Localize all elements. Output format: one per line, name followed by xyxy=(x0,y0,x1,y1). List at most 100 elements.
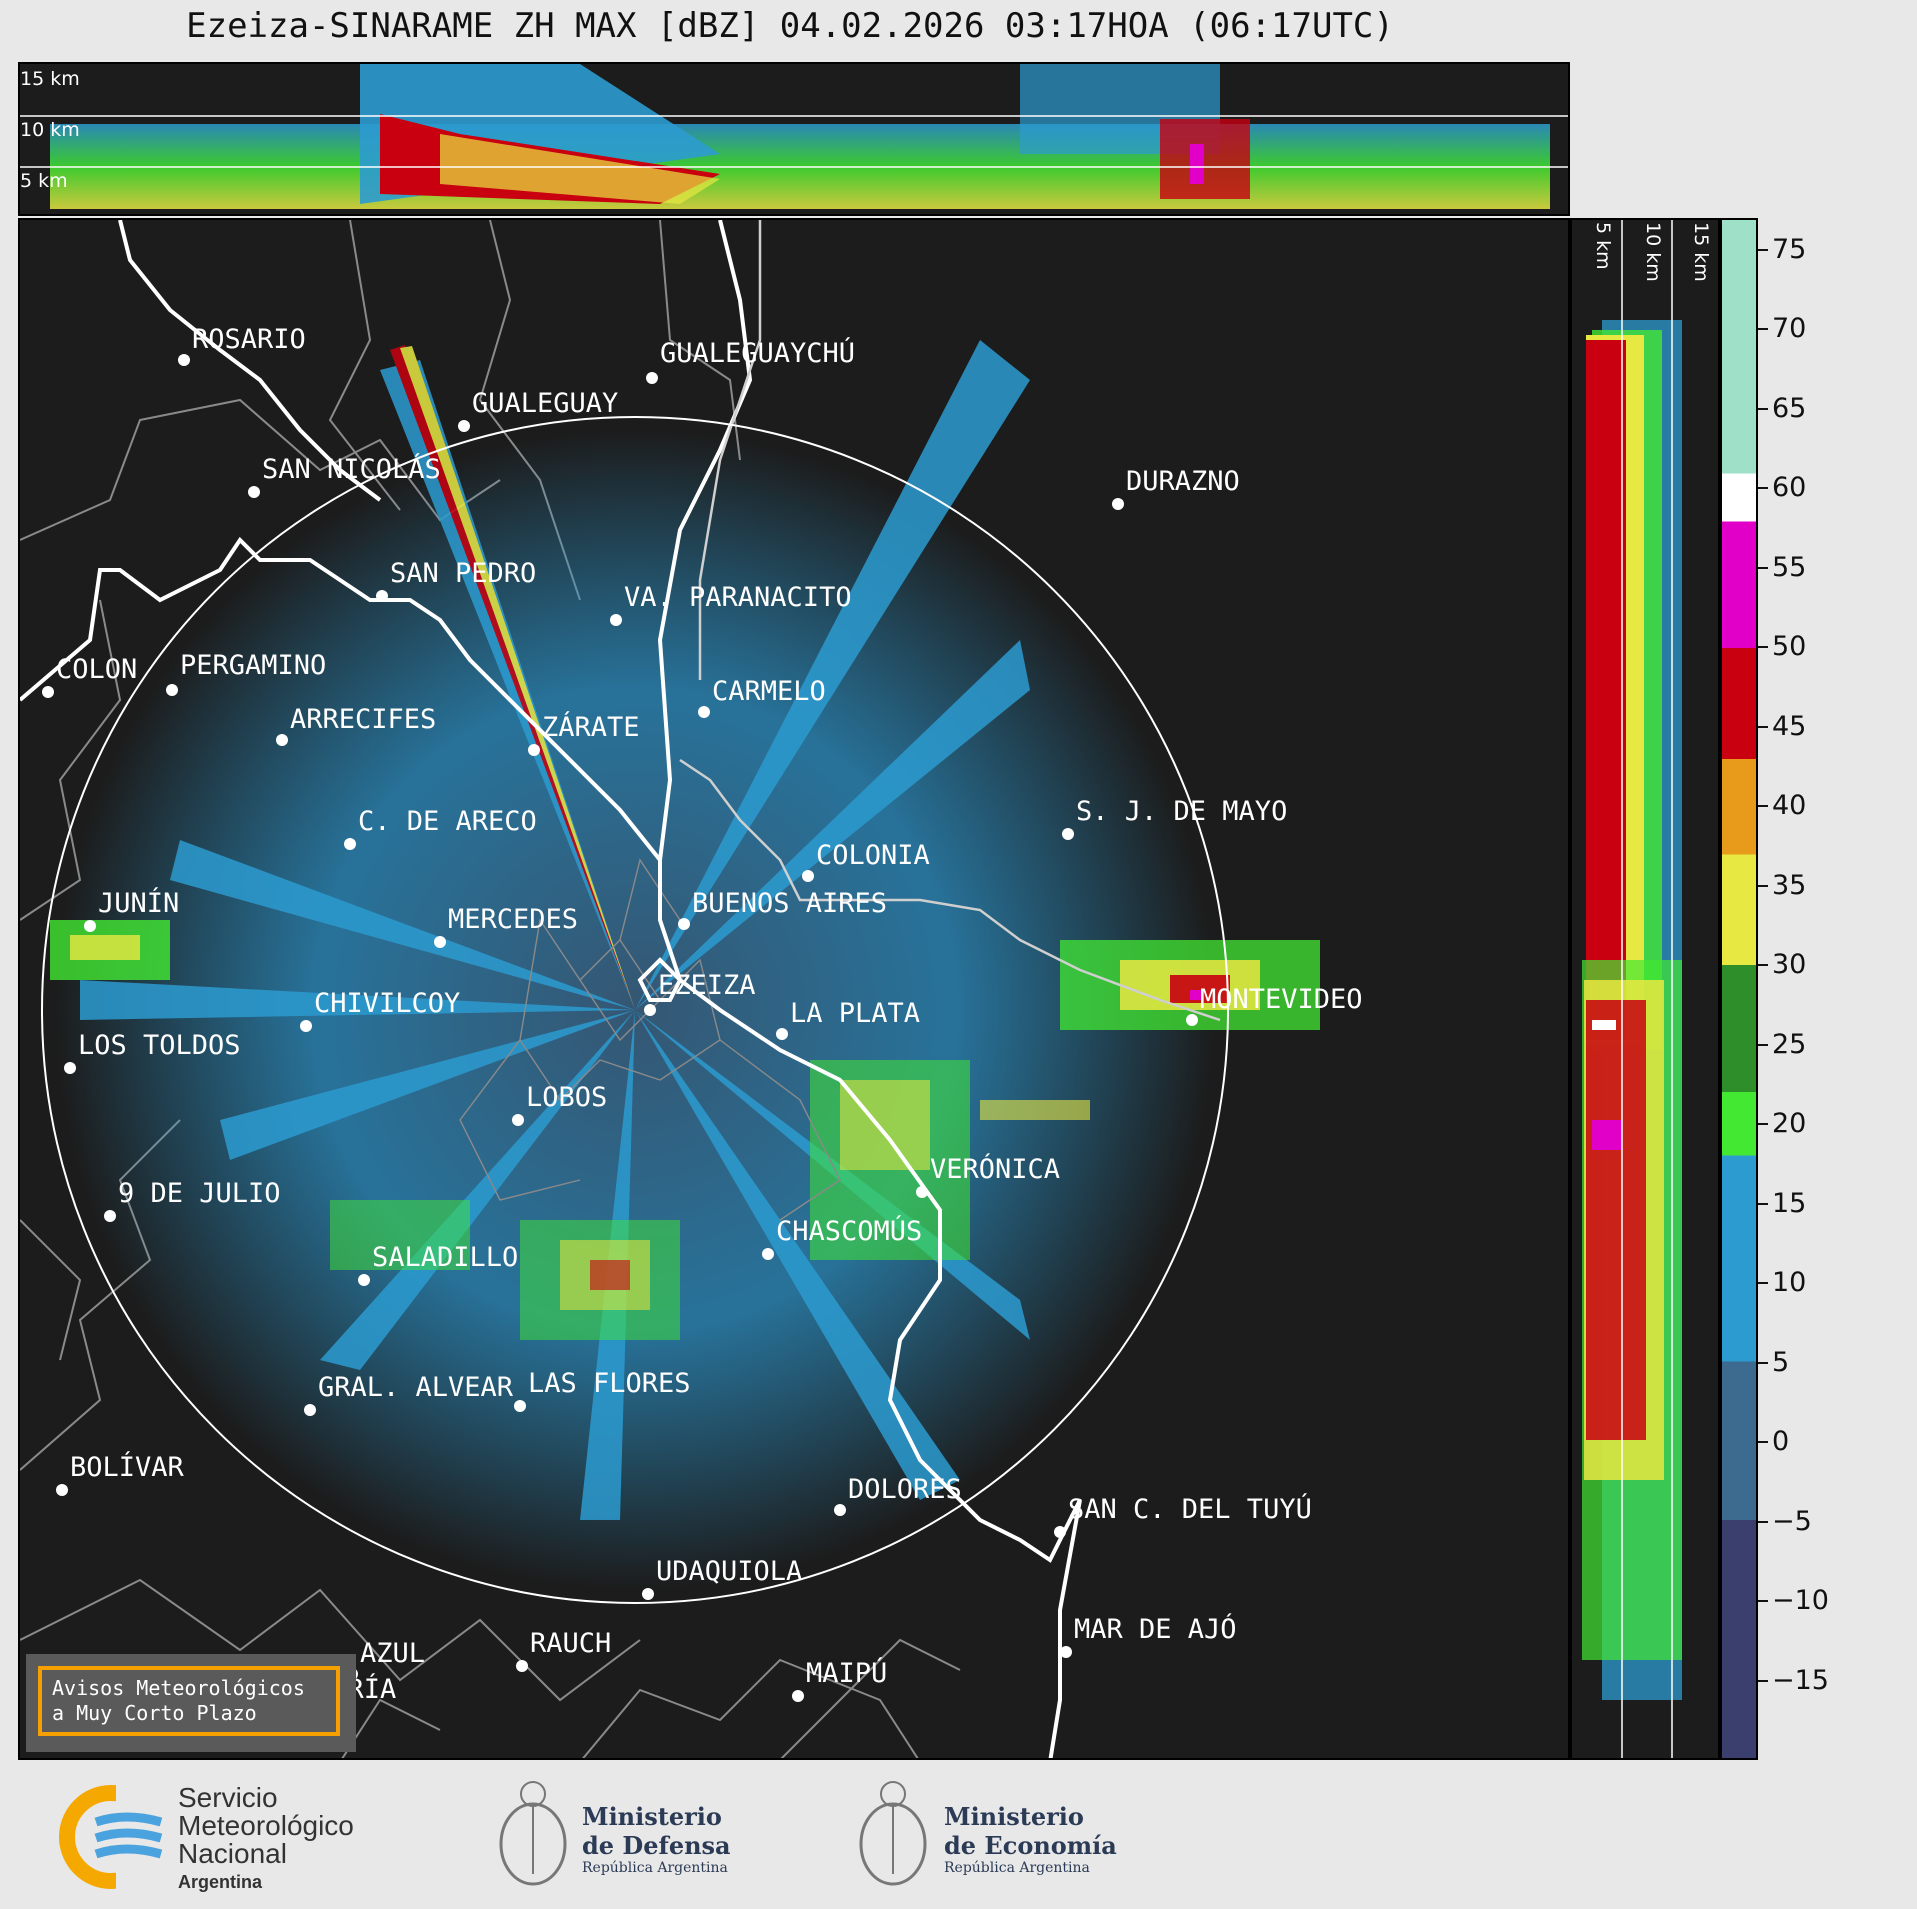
city-label: SAN PEDRO xyxy=(390,558,537,589)
colorbar-tick xyxy=(1758,248,1768,251)
defensa-seal-icon xyxy=(499,1781,567,1886)
city-label: EZEIZA xyxy=(658,970,756,1001)
smn-text-4: Argentina xyxy=(178,1872,263,1892)
city-label: VERÓNICA xyxy=(930,1154,1061,1185)
top-cross-section-panel: 15 km 10 km 5 km xyxy=(18,62,1570,216)
colorbar-tick xyxy=(1758,487,1768,490)
colorbar-tick xyxy=(1758,1520,1768,1523)
city-label: S. J. DE MAYO xyxy=(1076,796,1288,827)
side-km-label: 10 km xyxy=(1642,222,1664,282)
city-label: LA PLATA xyxy=(790,998,921,1029)
city-label: CARMELO xyxy=(712,676,826,707)
colorbar-tick xyxy=(1758,805,1768,808)
colorbar-tick-label: −10 xyxy=(1772,1585,1829,1617)
city-label: GUALEGUAY xyxy=(472,388,619,419)
colorbar-tick-label: 15 xyxy=(1772,1187,1807,1219)
footer: Servicio Meteorológico Nacional Argentin… xyxy=(0,1762,1917,1909)
city-label: GUALEGUAYCHÚ xyxy=(660,338,856,369)
colorbar-tick-label: 0 xyxy=(1772,1426,1790,1458)
economia-text-2: de Economía xyxy=(944,1831,1117,1860)
colorbar-tick xyxy=(1758,884,1768,887)
city-label: GRAL. ALVEAR xyxy=(318,1372,514,1403)
colorbar-tick-label: 70 xyxy=(1772,313,1807,345)
chart-title: Ezeiza-SINARAME ZH MAX [dBZ] 04.02.2026 … xyxy=(186,6,1394,46)
city-label: AZUL xyxy=(360,1638,426,1669)
colorbar-tick-label: −5 xyxy=(1772,1505,1812,1537)
colorbar-tick xyxy=(1758,1282,1768,1285)
colorbar-tick xyxy=(1758,1679,1768,1682)
side-km-label: 15 km xyxy=(1690,222,1712,282)
colorbar-tick xyxy=(1758,1123,1768,1126)
city-label: LOBOS xyxy=(526,1082,608,1113)
economia-seal-icon xyxy=(859,1781,927,1886)
city-label: C. DE ARECO xyxy=(358,806,537,837)
colorbar-tick xyxy=(1758,1441,1768,1444)
partido-borders xyxy=(459,858,841,1221)
colorbar-tick xyxy=(1758,1202,1768,1205)
city-label: JUNÍN xyxy=(98,888,180,919)
city-label: LAS FLORES xyxy=(528,1368,691,1399)
colorbar-tick-label: 40 xyxy=(1772,790,1807,822)
rio-de-la-plata-north-coast xyxy=(679,220,1221,1022)
city-label: RAUCH xyxy=(530,1628,612,1659)
radar-map-graphic xyxy=(20,220,1320,1758)
colorbar-tick-label: 35 xyxy=(1772,869,1807,901)
top-km-label: 5 km xyxy=(20,170,68,192)
aviso-button[interactable]: Avisos Meteorológicos a Muy Corto Plazo xyxy=(38,1666,340,1736)
aviso-box[interactable]: Avisos Meteorológicos a Muy Corto Plazo xyxy=(26,1654,356,1752)
colorbar-tick xyxy=(1758,407,1768,410)
colorbar-tick xyxy=(1758,328,1768,331)
side-cross-section-graphic xyxy=(1582,220,1682,1758)
convective-cells xyxy=(50,920,1320,1340)
top-km-label: 15 km xyxy=(20,68,80,90)
city-label: SAN C. DEL TUYÚ xyxy=(1068,1494,1312,1525)
smn-logo-icon xyxy=(59,1782,166,1892)
colorbar-tick xyxy=(1758,1600,1768,1603)
economia-text-3: República Argentina xyxy=(944,1860,1090,1876)
aviso-line-2: a Muy Corto Plazo xyxy=(52,1701,257,1725)
top-km-label: 10 km xyxy=(20,119,80,141)
city-label: SALADILLO xyxy=(372,1242,519,1273)
city-label: LOS TOLDOS xyxy=(78,1030,241,1061)
colorbar-tick-label: 55 xyxy=(1772,551,1807,583)
radar-map-panel[interactable]: ROSARIO GUALEGUAYCHÚ GUALEGUAY SAN NICOL… xyxy=(18,218,1570,1760)
city-label: 9 DE JULIO xyxy=(118,1178,281,1209)
smn-text-3: Nacional xyxy=(178,1838,287,1869)
city-label: BOLÍVAR xyxy=(70,1452,184,1483)
colorbar-tick-label: 25 xyxy=(1772,1028,1807,1060)
colorbar-tick xyxy=(1758,1043,1768,1046)
side-cross-section-panel: 5 km 10 km 15 km xyxy=(1570,218,1720,1760)
colorbar-tick xyxy=(1758,646,1768,649)
city-label: BUENOS AIRES xyxy=(692,888,888,919)
side-km-label: 5 km xyxy=(1592,222,1614,270)
colorbar-tick-label: −15 xyxy=(1772,1664,1829,1696)
city-label: DURAZNO xyxy=(1126,466,1240,497)
coastlines xyxy=(20,220,1082,1758)
city-label: MAIPÚ xyxy=(806,1658,888,1689)
colorbar-tick-label: 20 xyxy=(1772,1108,1807,1140)
top-cross-section-graphic xyxy=(20,64,1568,209)
colorbar-tick-label: 5 xyxy=(1772,1346,1790,1378)
colorbar-tick xyxy=(1758,1361,1768,1364)
defensa-text-3: República Argentina xyxy=(582,1860,728,1876)
smn-text-2: Meteorológico xyxy=(178,1810,354,1841)
defensa-text-2: de Defensa xyxy=(582,1831,731,1860)
defensa-text-1: Ministerio xyxy=(582,1802,722,1831)
city-label: ARRECIFES xyxy=(290,704,437,735)
city-label: ROSARIO xyxy=(192,324,306,355)
colorbar-tick-label: 10 xyxy=(1772,1267,1807,1299)
city-label: COLONIA xyxy=(816,840,930,871)
colorbar-tick-label: 50 xyxy=(1772,631,1807,663)
colorbar-tick-label: 45 xyxy=(1772,710,1807,742)
colorbar-tick-label: 60 xyxy=(1772,472,1807,504)
city-label: UDAQUIOLA xyxy=(656,1556,803,1587)
colorbar-tick-label: 30 xyxy=(1772,949,1807,981)
city-label: COLON xyxy=(56,654,138,685)
city-label: MAR DE AJÓ xyxy=(1074,1614,1237,1645)
economia-text-1: Ministerio xyxy=(944,1802,1084,1831)
province-borders xyxy=(20,220,961,1758)
colorbar-tick-label: 65 xyxy=(1772,392,1807,424)
city-label: CHIVILCOY xyxy=(314,988,461,1019)
smn-text-1: Servicio xyxy=(178,1782,278,1813)
city-label: PERGAMINO xyxy=(180,650,327,681)
